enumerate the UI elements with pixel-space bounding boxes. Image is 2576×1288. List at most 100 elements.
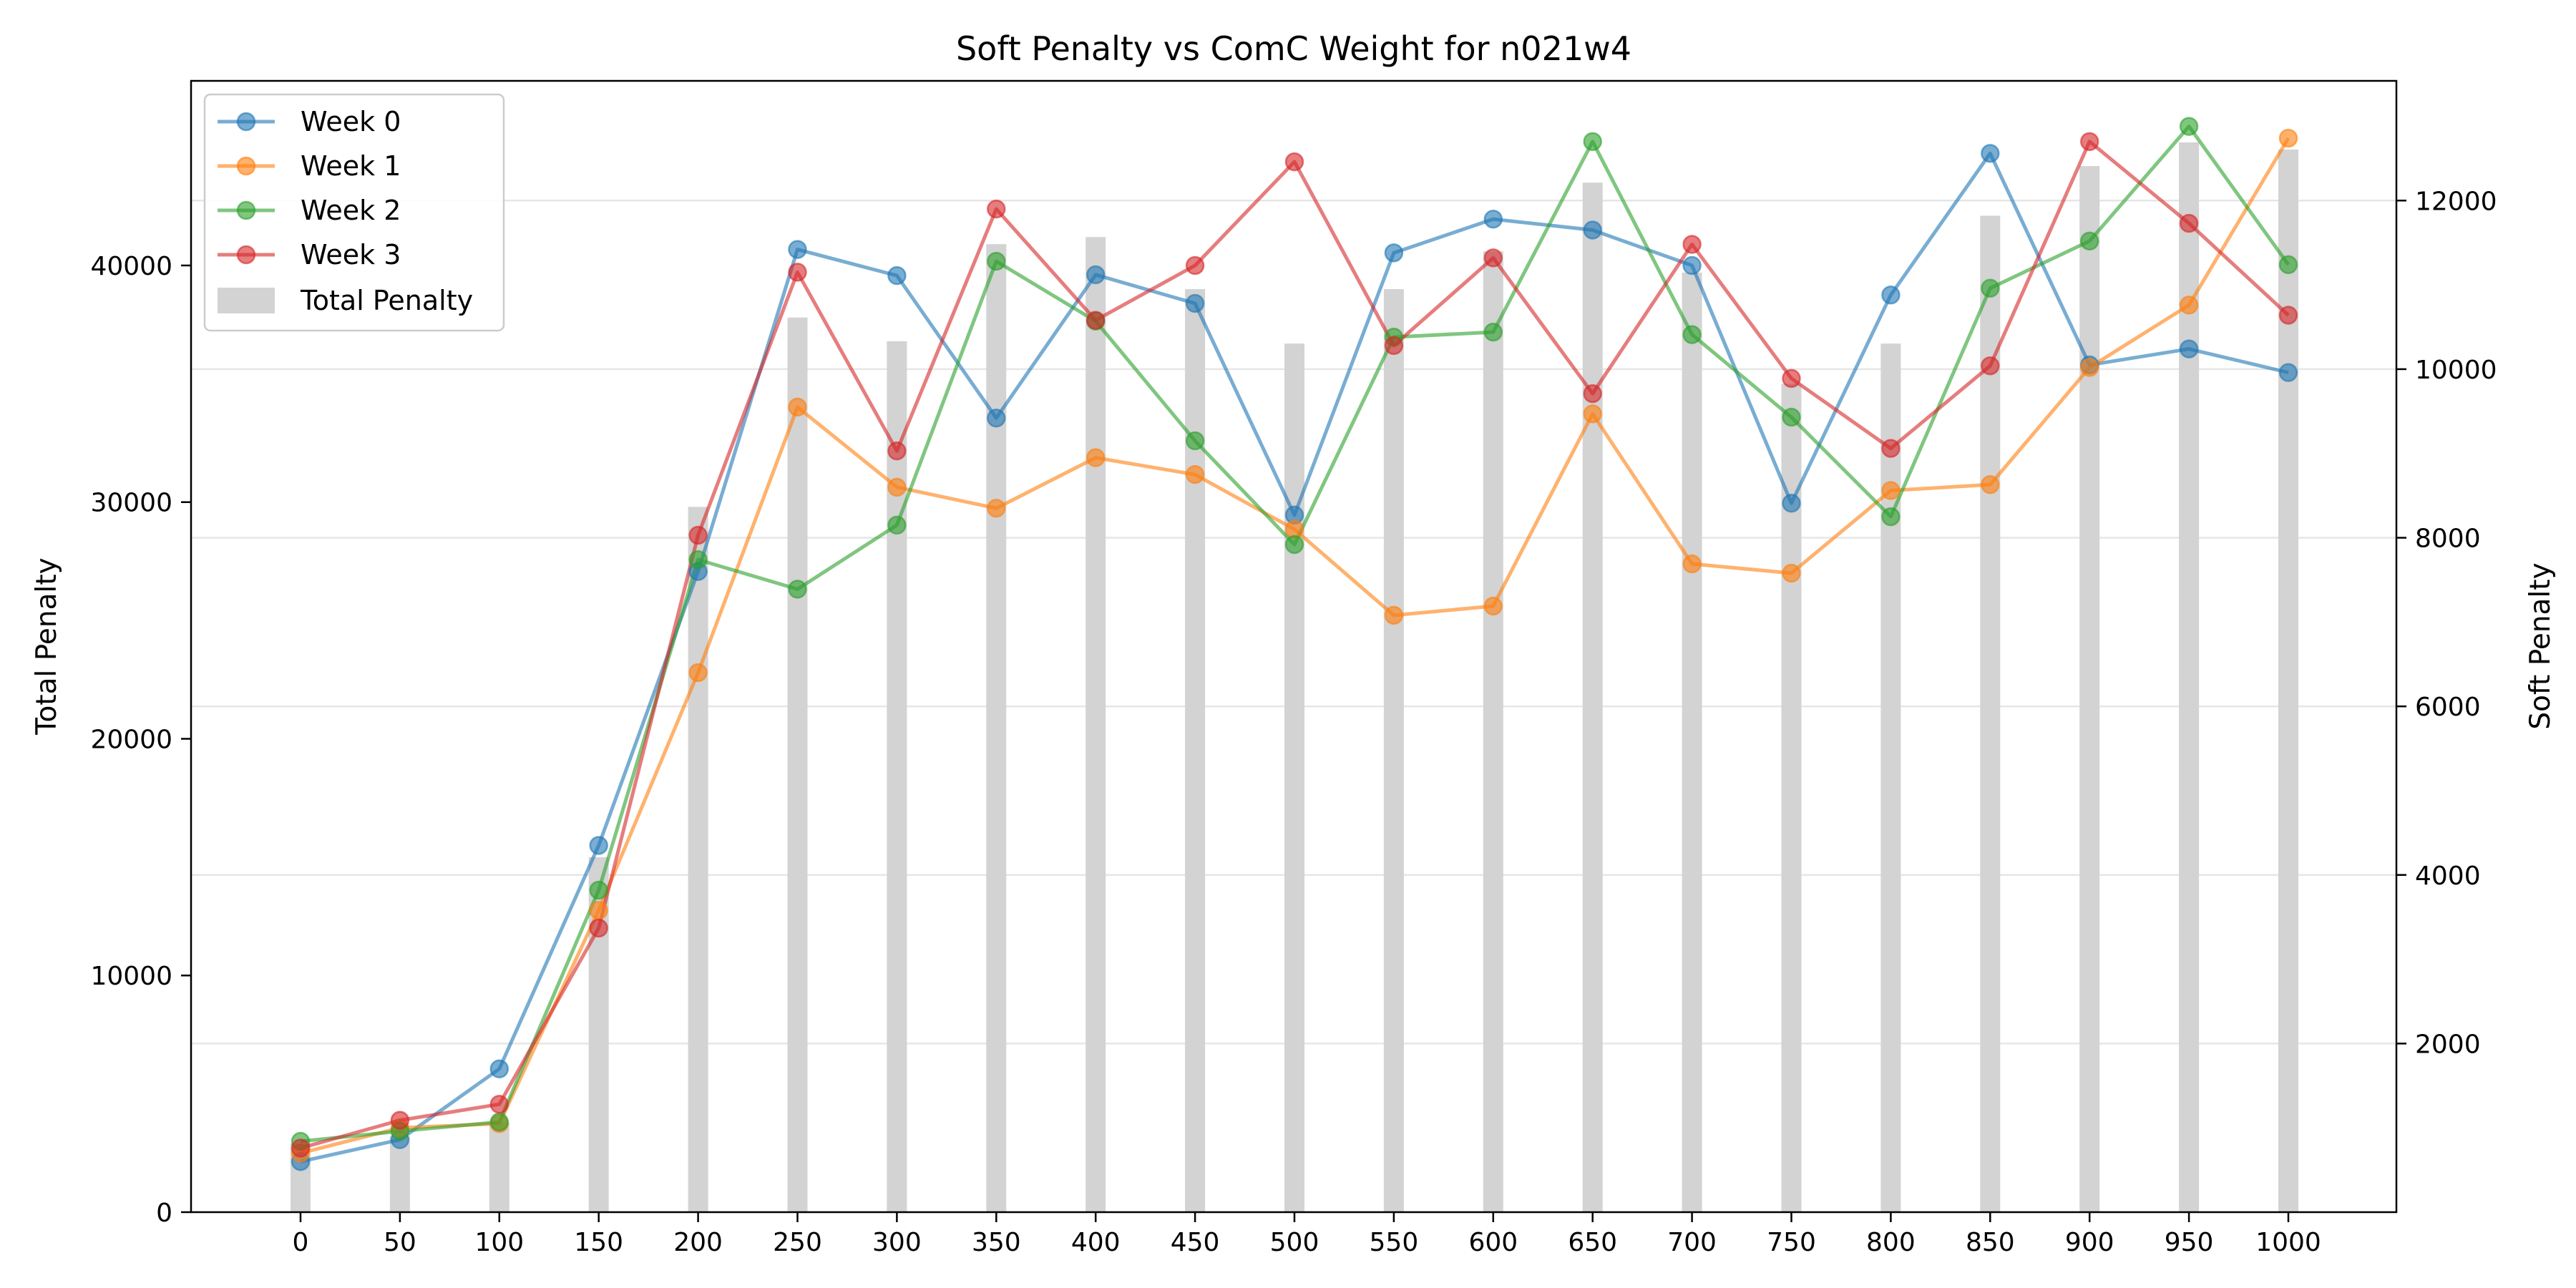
left-y-tick-label: 10000 — [90, 962, 172, 991]
point-week-1 — [688, 663, 708, 683]
bar-total-penalty — [986, 244, 1007, 1212]
point-week-2 — [887, 515, 907, 535]
point-week-1 — [987, 499, 1006, 518]
bar-total-penalty — [1483, 251, 1503, 1212]
bar-total-penalty — [1383, 289, 1404, 1213]
x-tick-label: 200 — [673, 1228, 723, 1257]
point-week-2 — [1881, 507, 1901, 527]
point-week-2 — [2179, 117, 2199, 136]
right-y-tick-label: 12000 — [2415, 187, 2497, 216]
point-week-3 — [2278, 306, 2298, 325]
point-week-1 — [1185, 464, 1205, 484]
legend-label: Week 1 — [301, 150, 401, 182]
point-week-0 — [2179, 339, 2199, 358]
point-week-1 — [1384, 605, 1404, 625]
x-tick-label: 0 — [293, 1228, 309, 1257]
point-week-1 — [1682, 554, 1702, 574]
bar-total-penalty — [2278, 149, 2298, 1212]
right-y-tick-label: 4000 — [2415, 862, 2481, 891]
left-y-tick-label: 20000 — [90, 725, 172, 754]
point-week-2 — [987, 251, 1006, 271]
point-week-3 — [291, 1138, 311, 1158]
bar-total-penalty — [1284, 343, 1304, 1212]
point-week-3 — [1185, 255, 1205, 275]
point-week-2 — [1284, 535, 1304, 555]
point-week-3 — [489, 1094, 509, 1114]
point-week-3 — [1284, 152, 1304, 172]
x-tick-label: 850 — [1966, 1228, 2015, 1257]
point-week-0 — [1483, 209, 1503, 229]
legend-swatch-marker — [236, 200, 256, 220]
point-week-1 — [589, 900, 608, 920]
point-week-0 — [589, 836, 608, 855]
right-y-tick-label: 2000 — [2415, 1030, 2481, 1059]
x-tick-label: 700 — [1667, 1228, 1717, 1257]
point-week-0 — [987, 408, 1006, 428]
x-tick-label: 250 — [773, 1228, 822, 1257]
point-week-1 — [2179, 296, 2199, 315]
right-y-axis: 2000 4000 6000 8000 10000 12000 — [2396, 187, 2497, 1059]
bars — [291, 142, 2298, 1213]
series-points — [291, 117, 2298, 1171]
bar-total-penalty — [787, 317, 808, 1212]
point-week-1 — [1782, 563, 1801, 583]
point-week-3 — [589, 918, 608, 938]
point-week-0 — [1085, 265, 1106, 285]
point-week-0 — [1185, 293, 1205, 313]
point-week-2 — [589, 880, 608, 900]
point-week-3 — [1782, 369, 1801, 389]
point-week-2 — [1483, 322, 1503, 342]
point-week-3 — [688, 525, 708, 545]
bar-total-penalty — [1880, 343, 1901, 1212]
bar-total-penalty — [1682, 272, 1702, 1212]
x-tick-label: 600 — [1468, 1228, 1518, 1257]
bar-total-penalty — [489, 1122, 509, 1212]
x-tick-label: 100 — [474, 1228, 524, 1257]
point-week-0 — [1981, 144, 2000, 163]
point-week-2 — [1782, 407, 1801, 427]
point-week-3 — [1981, 356, 2000, 376]
point-week-3 — [788, 263, 807, 282]
point-week-2 — [788, 580, 807, 599]
point-week-2 — [1682, 325, 1702, 344]
point-week-0 — [489, 1059, 509, 1078]
x-tick-label: 500 — [1270, 1228, 1319, 1257]
point-week-3 — [390, 1111, 410, 1130]
x-tick-label: 450 — [1171, 1228, 1220, 1257]
bar-total-penalty — [887, 341, 907, 1212]
legend-box — [203, 93, 505, 332]
legend-swatch-bar — [218, 288, 275, 313]
point-week-0 — [2278, 363, 2298, 382]
left-y-axis-label: Total Penalty — [31, 557, 63, 735]
x-tick-label: 1000 — [2255, 1228, 2321, 1257]
point-week-0 — [1682, 255, 1702, 275]
chart-title: Soft Penalty vs ComC Weight for n021w4 — [956, 29, 1631, 68]
x-tick-label: 750 — [1767, 1228, 1816, 1257]
legend-label: Week 3 — [301, 239, 401, 270]
legend-label: Total Penalty — [300, 285, 473, 316]
bar-total-penalty — [1085, 237, 1106, 1212]
right-y-tick-label: 8000 — [2415, 525, 2481, 554]
point-week-1 — [2079, 358, 2099, 377]
x-axis: 0 50 100 150 200 250 300 350 400 450 500 550 600 650 7… — [293, 1212, 2321, 1257]
right-y-tick-label: 6000 — [2415, 693, 2481, 722]
point-week-0 — [1384, 243, 1404, 263]
point-week-0 — [1583, 220, 1602, 240]
x-tick-label: 400 — [1071, 1228, 1121, 1257]
bar-total-penalty — [1582, 182, 1603, 1212]
point-week-1 — [887, 477, 907, 497]
point-week-0 — [1782, 493, 1801, 513]
right-y-axis-label: Soft Penalty — [2524, 562, 2557, 729]
point-week-1 — [1483, 596, 1503, 616]
point-week-3 — [1483, 248, 1503, 268]
point-week-3 — [987, 199, 1006, 219]
legend: Week 0 Week 1 Week 2 Week 3 Total Penalty — [203, 93, 505, 332]
point-week-1 — [2278, 128, 2298, 148]
point-week-1 — [788, 397, 807, 417]
x-tick-label: 800 — [1866, 1228, 1916, 1257]
point-week-3 — [1682, 235, 1702, 254]
legend-label: Week 2 — [301, 195, 401, 226]
point-week-2 — [1185, 431, 1205, 451]
right-y-tick-label: 10000 — [2415, 356, 2497, 385]
